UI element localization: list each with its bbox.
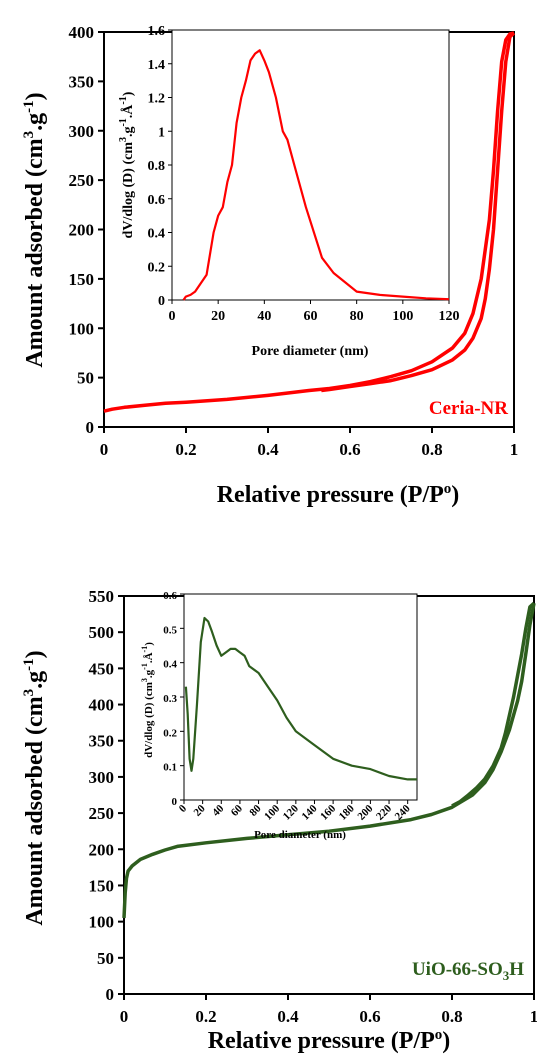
top-y-tick-label: 400 (69, 23, 95, 42)
bottom-y-tick-label: 200 (89, 840, 115, 859)
bottom-axis-ticks: 0 0.2 0.4 0.6 0.8 105010015020025030035040045… (89, 587, 537, 1026)
bottom-y-tick-label: 350 (89, 732, 115, 751)
bottom-y-tick-label: 500 (89, 623, 115, 642)
bottom-y-tick-label: 100 (89, 913, 115, 932)
bottom-y-tick-label: 250 (89, 804, 115, 823)
top-adsorption-branch (103, 31, 515, 413)
bottom-y-axis-title: Amount adsorbed (cm3.g-1) (21, 650, 48, 925)
bottom-inset-y-tick-label: 0.2 (163, 727, 177, 739)
top-inset-y-tick-label: 0.2 (148, 260, 166, 275)
bottom-x-tick-label: 0.2 (195, 1007, 216, 1026)
bottom-y-tick-label: 0 (106, 985, 115, 1004)
bottom-inset-psd-line (184, 616, 417, 781)
top-inset-psd-line (182, 49, 450, 301)
top-inset-frame (171, 29, 450, 301)
top-y-tick-label: 250 (69, 171, 95, 190)
top-y-tick-label: 200 (69, 221, 95, 240)
bottom-x-axis-title: Relative pressure (P/Po) (208, 1027, 451, 1054)
top-inset: 0 20 40 60 80 100 120 0 0.2 0.4 0.6 0.8 1 1.2 1.4 1.6 d… (118, 24, 460, 359)
bottom-inset-y-tick-label: 0.4 (163, 659, 177, 671)
bottom-inset-y-tick-label: 0.3 (163, 693, 177, 705)
top-inset-x-tick-label: 40 (257, 309, 271, 324)
bottom-x-tick-label: 0.4 (277, 1007, 299, 1026)
top-inset-x-tick-label: 0 (169, 309, 176, 324)
top-y-tick-label: 50 (77, 369, 94, 388)
top-inset-y-tick-label: 1.2 (148, 92, 166, 107)
top-isotherm (103, 31, 516, 413)
bottom-y-tick-label: 150 (89, 876, 115, 895)
top-x-axis-title: Relative pressure (P/Po) (217, 481, 460, 508)
bottom-inset-x-tick-label: 80 (247, 802, 264, 819)
top-inset-x-title: Pore diameter (nm) (252, 344, 369, 359)
top-inset-x-tick-label: 120 (439, 309, 460, 324)
bottom-inset-x-tick-label: 200 (355, 802, 376, 823)
top-inset-y-tick-label: 1 (158, 125, 165, 140)
top-sample-label: Ceria-NR (429, 398, 508, 419)
bottom-inset-psd (184, 616, 417, 781)
top-y-tick-label: 350 (69, 72, 95, 91)
top-inset-y-tick-label: 0.6 (148, 193, 166, 208)
top-inset-y-tick-label: 1.4 (148, 58, 166, 73)
bottom-inset-x-tick-label: 100 (262, 802, 283, 823)
bottom-inset-x-tick-label: 140 (299, 802, 320, 823)
bottom-inset-x-tick-label: 220 (374, 802, 395, 823)
top-inset-y-tick-label: 1.6 (148, 24, 166, 39)
top-inset-x-tick-label: 60 (304, 309, 318, 324)
bottom-x-tick-label: 0.8 (441, 1007, 462, 1026)
top-y-axis-title: Amount adsorbed (cm3.g-1) (21, 92, 48, 367)
top-y-tick-label: 150 (69, 270, 95, 289)
bottom-inset-y-tick-label: 0.1 (163, 762, 177, 774)
bottom-adsorption-branch (122, 602, 536, 919)
bottom-inset-y-tick-label: 0.5 (163, 624, 177, 636)
top-inset-y-tick-label: 0 (158, 294, 165, 309)
bottom-inset-x-title: Pore diameter (nm) (254, 829, 346, 841)
bottom-x-tick-label: 0 (120, 1007, 129, 1026)
top-inset-x-tick-label: 80 (350, 309, 364, 324)
top-x-tick-label: 0.2 (175, 440, 196, 459)
top-x-tick-label: 0.4 (257, 440, 279, 459)
bottom-inset-x-tick-label: 180 (337, 802, 358, 823)
bottom-y-tick-label: 450 (89, 659, 115, 678)
top-x-tick-label: 0.6 (339, 440, 360, 459)
bottom-inset-x-tick-label: 20 (191, 802, 208, 819)
top-x-tick-label: 0 (100, 440, 109, 459)
bottom-inset-x-tick-label: 160 (318, 802, 339, 823)
bottom-inset: 0 20 40 60 8010012014016018020022024000.10.2… (140, 590, 418, 841)
top-y-tick-label: 100 (69, 319, 95, 338)
top-desorption-branch (321, 31, 516, 393)
top-inset-y-tick-label: 0.8 (148, 159, 166, 174)
top-inset-y-title: dV/dlog (D) (cm3.g-1.Å-1) (118, 91, 136, 238)
bottom-inset-y-tick-label: 0 (172, 796, 178, 808)
bottom-inset-x-tick-label: 0 (177, 802, 190, 815)
bottom-x-tick-label: 0.6 (359, 1007, 380, 1026)
top-x-tick-label: 0.8 (421, 440, 442, 459)
bottom-y-tick-label: 550 (89, 587, 115, 606)
top-inset-ticks: 0 20 40 60 80 100 120 0 0.2 0.4 0.6 0.8 1 1.2 1.4 1.6 (148, 24, 460, 324)
bottom-inset-x-tick-label: 60 (229, 802, 246, 819)
top-y-tick-label: 300 (69, 122, 95, 141)
chart-uio-66-so3h: 0 0.2 0.4 0.6 0.8 105010015020025030035040045… (21, 587, 537, 1054)
bottom-inset-y-tick-label: 0.6 (163, 590, 177, 602)
bottom-inset-frame (183, 593, 418, 801)
bottom-y-tick-label: 300 (89, 768, 115, 787)
bottom-y-tick-label: 50 (97, 949, 114, 968)
bottom-sample-label: UiO-66-SO3H (412, 959, 524, 983)
top-inset-y-tick-label: 0.4 (148, 227, 166, 242)
top-y-tick-label: 0 (86, 418, 95, 437)
bottom-desorption-branch (451, 601, 536, 808)
bottom-inset-y-title: dV/dlog (D) (cm3.g-1.Å-1) (140, 642, 155, 758)
bottom-inset-x-tick-label: 40 (210, 802, 227, 819)
bottom-y-tick-label: 400 (89, 696, 115, 715)
top-inset-psd (182, 49, 450, 301)
bottom-inset-x-tick-label: 120 (281, 802, 302, 823)
bottom-x-tick-label: 1 (530, 1007, 537, 1026)
bottom-isotherm (122, 601, 536, 919)
top-inset-x-tick-label: 100 (392, 309, 413, 324)
top-inset-x-tick-label: 20 (211, 309, 225, 324)
top-x-tick-label: 1 (510, 440, 519, 459)
